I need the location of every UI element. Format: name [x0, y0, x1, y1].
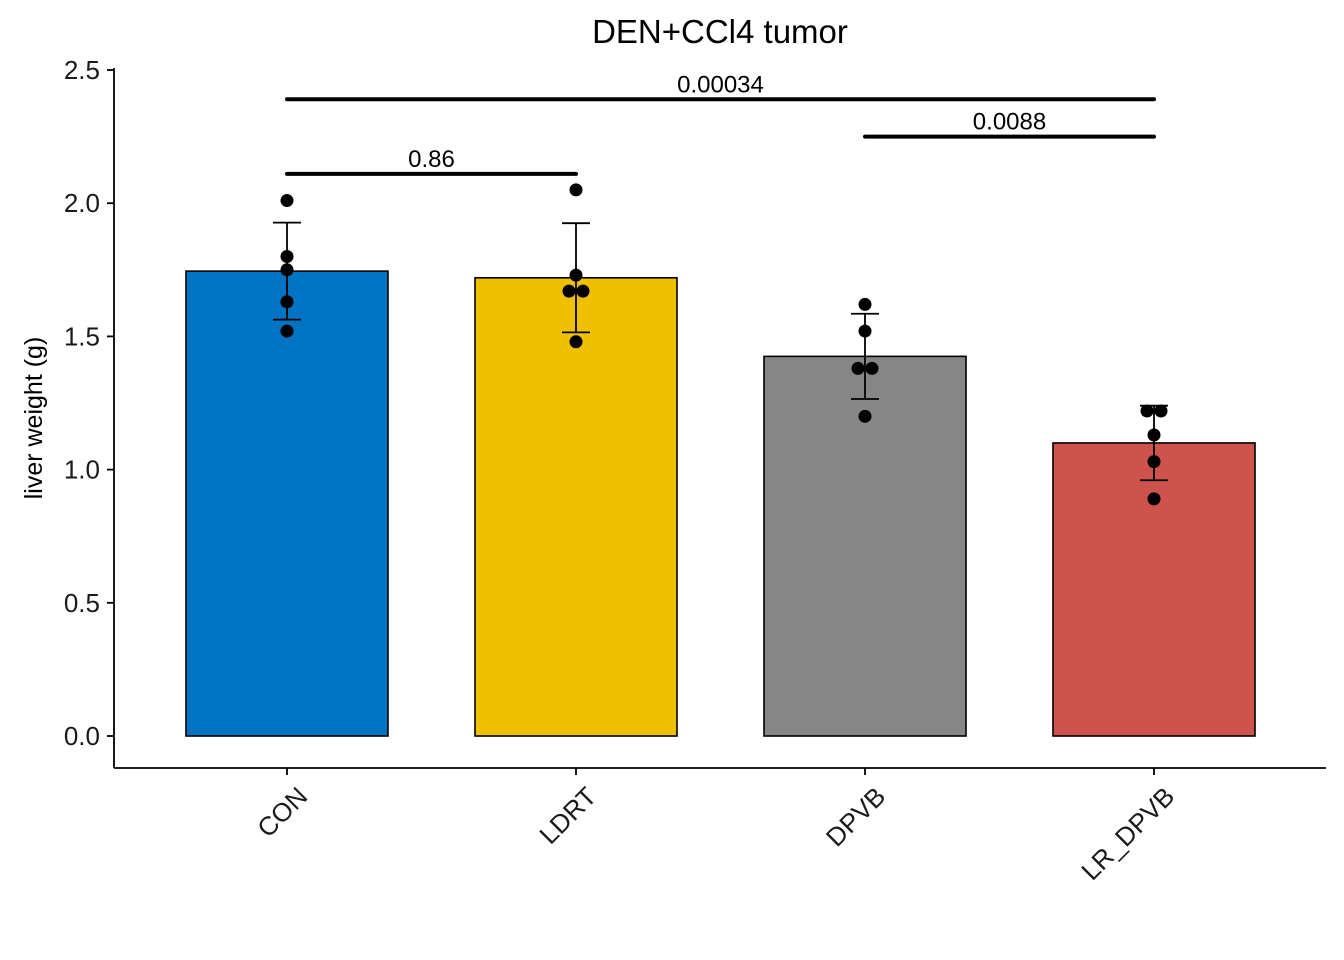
x-tick-label-dpvb: DPVB: [820, 781, 891, 852]
comparison-p-value: 0.00034: [677, 71, 764, 98]
data-point-dpvb: [865, 361, 879, 375]
x-tick-label-con: CON: [251, 781, 313, 843]
data-point-dpvb: [858, 297, 872, 311]
y-tick-label: 0.5: [64, 588, 100, 618]
data-point-con: [280, 295, 294, 309]
data-point-dpvb: [858, 409, 872, 423]
data-point-ldrt: [569, 335, 583, 349]
bars-group: [185, 270, 1256, 737]
data-points-group: [280, 183, 1168, 506]
data-point-ldrt: [562, 284, 576, 298]
data-point-dpvb: [858, 324, 872, 338]
bar-ldrt: [474, 276, 678, 737]
y-tick-label: 2.5: [64, 55, 100, 85]
bar-con: [185, 270, 389, 737]
comparisons-group: 0.00034 0.0088 0.86: [285, 71, 1156, 176]
x-tick-label-ldrt: LDRT: [533, 781, 602, 850]
data-point-lr-dpvb: [1147, 428, 1161, 442]
comparison-p-value: 0.0088: [973, 109, 1046, 136]
y-tick-label: 1.0: [64, 455, 100, 485]
y-tick-label: 1.5: [64, 321, 100, 351]
y-tick-label: 0.0: [64, 721, 100, 751]
data-point-lr-dpvb: [1147, 492, 1161, 506]
data-point-ldrt: [576, 284, 590, 298]
data-point-con: [280, 324, 294, 338]
data-point-ldrt: [569, 183, 583, 197]
data-point-con: [280, 194, 294, 208]
data-point-dpvb: [851, 361, 865, 375]
data-point-lr-dpvb: [1147, 455, 1161, 469]
y-axis-title: liver weight (g): [20, 337, 48, 500]
bar-lr-dpvb: [1052, 442, 1256, 737]
error-bars-group: [273, 221, 1168, 482]
comparison-p-value: 0.86: [408, 146, 455, 173]
data-point-lr-dpvb: [1140, 404, 1154, 418]
data-point-con: [280, 263, 294, 277]
data-point-ldrt: [569, 268, 583, 282]
data-point-lr-dpvb: [1154, 404, 1168, 418]
x-tick-label-lr-dpvb: LR_DPVB: [1075, 781, 1180, 886]
chart-title: DEN+CCl4 tumor: [592, 13, 848, 50]
data-point-con: [280, 249, 294, 263]
y-tick-label: 2.0: [64, 188, 100, 218]
